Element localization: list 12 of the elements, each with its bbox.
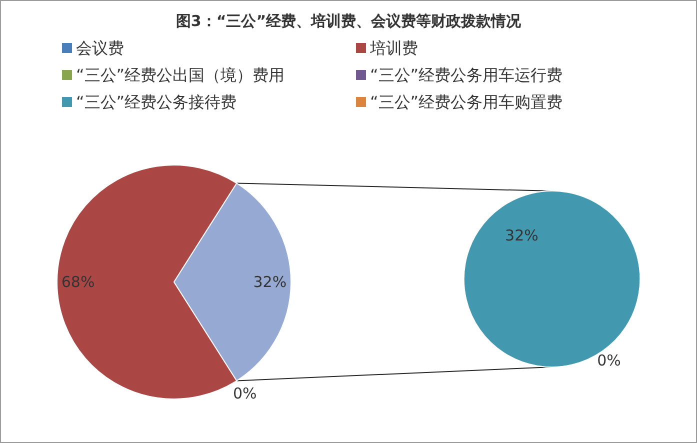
legend-label: 培训费 (369, 38, 418, 58)
legend-label: “三公”经费公务接待费 (76, 92, 237, 112)
legend-label: “三公”经费公务用车购置费 (370, 92, 563, 112)
legend-label: “三公”经费公出国（境）费用 (76, 66, 285, 84)
legend-label: “三公”经费公务用车运行费 (370, 66, 563, 84)
data-label: 32% (253, 273, 287, 291)
data-label: 68% (61, 273, 95, 291)
chart-title: 图3：“三公”经费、培训费、会议费等财政拨款情况 (176, 12, 522, 30)
data-label: 32% (505, 226, 538, 245)
legend-label: 会议费 (76, 38, 124, 58)
text: 0% (597, 351, 621, 370)
text: 0% (232, 384, 257, 403)
